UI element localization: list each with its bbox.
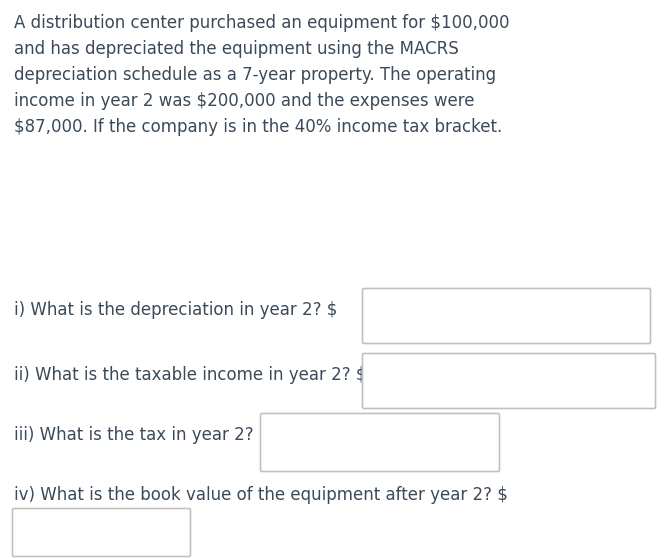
Text: $87,000. If the company is in the 40% income tax bracket.: $87,000. If the company is in the 40% in… — [14, 118, 502, 136]
Text: i) What is the depreciation in year 2? $: i) What is the depreciation in year 2? $ — [14, 301, 338, 319]
Text: iv) What is the book value of the equipment after year 2? $: iv) What is the book value of the equipm… — [14, 486, 508, 504]
Text: iii) What is the tax in year 2? $: iii) What is the tax in year 2? $ — [14, 426, 270, 444]
Text: ii) What is the taxable income in year 2? $: ii) What is the taxable income in year 2… — [14, 366, 366, 384]
FancyBboxPatch shape — [260, 413, 500, 472]
FancyBboxPatch shape — [362, 354, 655, 408]
Text: depreciation schedule as a 7-year property. The operating: depreciation schedule as a 7-year proper… — [14, 66, 496, 84]
Text: A distribution center purchased an equipment for $100,000: A distribution center purchased an equip… — [14, 14, 509, 32]
FancyBboxPatch shape — [13, 508, 190, 556]
Text: and has depreciated the equipment using the MACRS: and has depreciated the equipment using … — [14, 40, 459, 58]
FancyBboxPatch shape — [362, 288, 651, 344]
Text: income in year 2 was $200,000 and the expenses were: income in year 2 was $200,000 and the ex… — [14, 92, 474, 110]
